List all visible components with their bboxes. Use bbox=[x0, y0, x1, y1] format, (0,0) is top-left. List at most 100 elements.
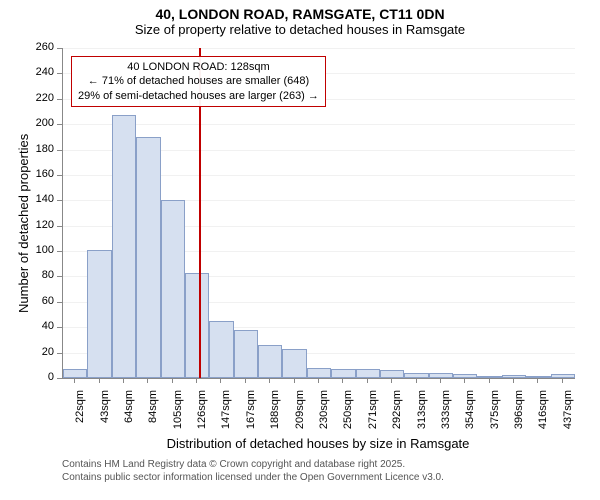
x-tick bbox=[464, 378, 465, 383]
histogram-bar bbox=[307, 368, 331, 378]
y-tick-label: 220 bbox=[26, 92, 54, 104]
x-tick-label: 271sqm bbox=[367, 390, 379, 440]
x-tick bbox=[196, 378, 197, 383]
y-tick-label: 20 bbox=[26, 346, 54, 358]
x-tick-label: 375sqm bbox=[489, 390, 501, 440]
histogram-bar bbox=[429, 373, 453, 378]
y-tick bbox=[57, 353, 62, 354]
x-tick bbox=[269, 378, 270, 383]
x-tick bbox=[416, 378, 417, 383]
y-tick bbox=[57, 175, 62, 176]
y-tick-label: 0 bbox=[26, 371, 54, 383]
histogram-bar bbox=[185, 273, 209, 378]
y-tick-label: 240 bbox=[26, 66, 54, 78]
info-box-line1: 40 LONDON ROAD: 128sqm bbox=[78, 60, 319, 74]
x-tick-label: 416sqm bbox=[537, 390, 549, 440]
x-tick-label: 64sqm bbox=[123, 390, 135, 440]
histogram-bar bbox=[477, 376, 501, 378]
x-tick-label: 209sqm bbox=[294, 390, 306, 440]
y-tick-label: 200 bbox=[26, 117, 54, 129]
y-tick-label: 260 bbox=[26, 41, 54, 53]
x-tick bbox=[294, 378, 295, 383]
x-tick-label: 354sqm bbox=[464, 390, 476, 440]
histogram-bar bbox=[87, 250, 111, 378]
y-tick bbox=[57, 150, 62, 151]
x-tick-label: 22sqm bbox=[74, 390, 86, 440]
chart-container: 40, LONDON ROAD, RAMSGATE, CT11 0DN Size… bbox=[0, 0, 600, 500]
footnote-line2: Contains public sector information licen… bbox=[62, 471, 444, 484]
x-tick-label: 84sqm bbox=[147, 390, 159, 440]
y-tick-label: 140 bbox=[26, 193, 54, 205]
y-tick bbox=[57, 251, 62, 252]
y-tick-label: 100 bbox=[26, 244, 54, 256]
y-tick bbox=[57, 378, 62, 379]
x-tick-label: 147sqm bbox=[220, 390, 232, 440]
x-tick bbox=[172, 378, 173, 383]
x-tick-label: 333sqm bbox=[440, 390, 452, 440]
footnote: Contains HM Land Registry data © Crown c… bbox=[62, 458, 444, 484]
x-tick-label: 292sqm bbox=[391, 390, 403, 440]
histogram-bar bbox=[356, 369, 380, 378]
x-tick-label: 188sqm bbox=[269, 390, 281, 440]
histogram-bar bbox=[161, 200, 185, 378]
histogram-bar bbox=[526, 376, 550, 378]
histogram-bar bbox=[112, 115, 136, 378]
x-tick bbox=[440, 378, 441, 383]
info-box-line2: ← 71% of detached houses are smaller (64… bbox=[78, 74, 319, 88]
y-tick-label: 180 bbox=[26, 143, 54, 155]
y-gridline bbox=[63, 48, 575, 49]
x-tick-label: 126sqm bbox=[196, 390, 208, 440]
y-tick bbox=[57, 48, 62, 49]
x-tick-label: 230sqm bbox=[318, 390, 330, 440]
histogram-bar bbox=[258, 345, 282, 378]
y-tick bbox=[57, 302, 62, 303]
x-tick bbox=[537, 378, 538, 383]
x-tick bbox=[342, 378, 343, 383]
y-tick-label: 80 bbox=[26, 269, 54, 281]
y-gridline bbox=[63, 124, 575, 125]
y-tick-label: 160 bbox=[26, 168, 54, 180]
x-tick bbox=[74, 378, 75, 383]
chart-title-main: 40, LONDON ROAD, RAMSGATE, CT11 0DN bbox=[0, 0, 600, 22]
info-box-line3: 29% of semi-detached houses are larger (… bbox=[78, 89, 319, 103]
histogram-bar bbox=[380, 370, 404, 378]
y-tick bbox=[57, 99, 62, 100]
x-tick-label: 43sqm bbox=[99, 390, 111, 440]
x-tick-label: 437sqm bbox=[562, 390, 574, 440]
y-tick bbox=[57, 73, 62, 74]
histogram-bar bbox=[453, 374, 477, 378]
y-tick bbox=[57, 200, 62, 201]
y-tick-label: 120 bbox=[26, 219, 54, 231]
chart-title-sub: Size of property relative to detached ho… bbox=[0, 22, 600, 41]
histogram-bar bbox=[282, 349, 306, 378]
x-tick-label: 313sqm bbox=[416, 390, 428, 440]
x-tick-label: 250sqm bbox=[342, 390, 354, 440]
histogram-bar bbox=[136, 137, 160, 378]
y-tick-label: 60 bbox=[26, 295, 54, 307]
y-tick bbox=[57, 327, 62, 328]
footnote-line1: Contains HM Land Registry data © Crown c… bbox=[62, 458, 444, 471]
y-tick-label: 40 bbox=[26, 320, 54, 332]
x-tick-label: 396sqm bbox=[513, 390, 525, 440]
x-tick-label: 167sqm bbox=[245, 390, 257, 440]
x-tick bbox=[147, 378, 148, 383]
plot-area: 40 LONDON ROAD: 128sqm← 71% of detached … bbox=[62, 48, 575, 379]
x-tick bbox=[513, 378, 514, 383]
x-tick-label: 105sqm bbox=[172, 390, 184, 440]
histogram-bar bbox=[404, 373, 428, 378]
histogram-bar bbox=[209, 321, 233, 378]
y-tick bbox=[57, 226, 62, 227]
x-tick bbox=[562, 378, 563, 383]
info-box: 40 LONDON ROAD: 128sqm← 71% of detached … bbox=[71, 56, 326, 107]
x-tick bbox=[123, 378, 124, 383]
x-tick bbox=[391, 378, 392, 383]
x-tick bbox=[367, 378, 368, 383]
x-tick bbox=[245, 378, 246, 383]
x-tick bbox=[99, 378, 100, 383]
x-tick bbox=[220, 378, 221, 383]
histogram-bar bbox=[234, 330, 258, 378]
histogram-bar bbox=[551, 374, 575, 378]
x-tick bbox=[489, 378, 490, 383]
y-tick bbox=[57, 124, 62, 125]
histogram-bar bbox=[63, 369, 87, 378]
